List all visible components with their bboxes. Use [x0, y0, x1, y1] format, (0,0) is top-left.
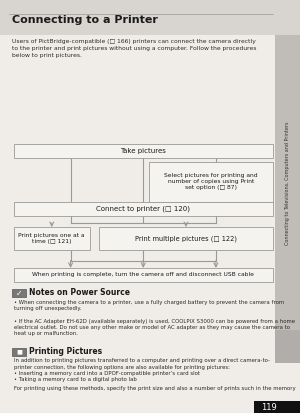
Text: In addition to printing pictures transferred to a computer and printing over a d: In addition to printing pictures transfe… [14, 358, 269, 370]
Text: Print multiple pictures (□ 122): Print multiple pictures (□ 122) [135, 235, 237, 242]
Text: 119: 119 [261, 403, 277, 412]
FancyBboxPatch shape [14, 202, 273, 216]
FancyBboxPatch shape [148, 162, 273, 202]
FancyBboxPatch shape [0, 0, 300, 35]
Text: • Inserting a memory card into a DPOF-compatible printer’s card slot: • Inserting a memory card into a DPOF-co… [14, 371, 200, 376]
Text: Print pictures one at a
time (□ 121): Print pictures one at a time (□ 121) [19, 233, 85, 244]
Text: Printing Pictures: Printing Pictures [29, 347, 103, 356]
Text: • When connecting the camera to a printer, use a fully charged battery to preven: • When connecting the camera to a printe… [14, 300, 284, 311]
FancyBboxPatch shape [99, 227, 273, 250]
Text: ■: ■ [16, 349, 22, 354]
FancyBboxPatch shape [275, 35, 300, 330]
Text: Select pictures for printing and
number of copies using Print
set option (□ 87): Select pictures for printing and number … [164, 173, 258, 190]
Text: Take pictures: Take pictures [120, 148, 166, 154]
Text: Connect to printer (□ 120): Connect to printer (□ 120) [96, 206, 190, 212]
FancyBboxPatch shape [275, 330, 300, 363]
Text: For printing using these methods, specify the print size and also a number of pr: For printing using these methods, specif… [14, 386, 295, 391]
Text: Notes on Power Source: Notes on Power Source [29, 288, 130, 297]
FancyBboxPatch shape [14, 268, 273, 282]
FancyBboxPatch shape [14, 144, 273, 158]
FancyBboxPatch shape [254, 401, 300, 413]
FancyBboxPatch shape [12, 289, 26, 297]
Text: • Taking a memory card to a digital photo lab: • Taking a memory card to a digital phot… [14, 377, 136, 382]
FancyBboxPatch shape [14, 227, 90, 250]
Text: ✓: ✓ [16, 289, 22, 298]
Text: Users of PictBridge-compatible (□ 166) printers can connect the camera directly
: Users of PictBridge-compatible (□ 166) p… [12, 39, 256, 58]
Text: • If the AC Adapter EH-62D (available separately) is used, COOLPIX S3000 can be : • If the AC Adapter EH-62D (available se… [14, 319, 295, 336]
Text: Connecting to Televisions, Computers and Printers: Connecting to Televisions, Computers and… [285, 121, 290, 244]
Text: When printing is complete, turn the camera off and disconnect USB cable: When printing is complete, turn the came… [32, 272, 254, 278]
FancyBboxPatch shape [12, 348, 26, 356]
Text: Connecting to a Printer: Connecting to a Printer [12, 15, 158, 25]
